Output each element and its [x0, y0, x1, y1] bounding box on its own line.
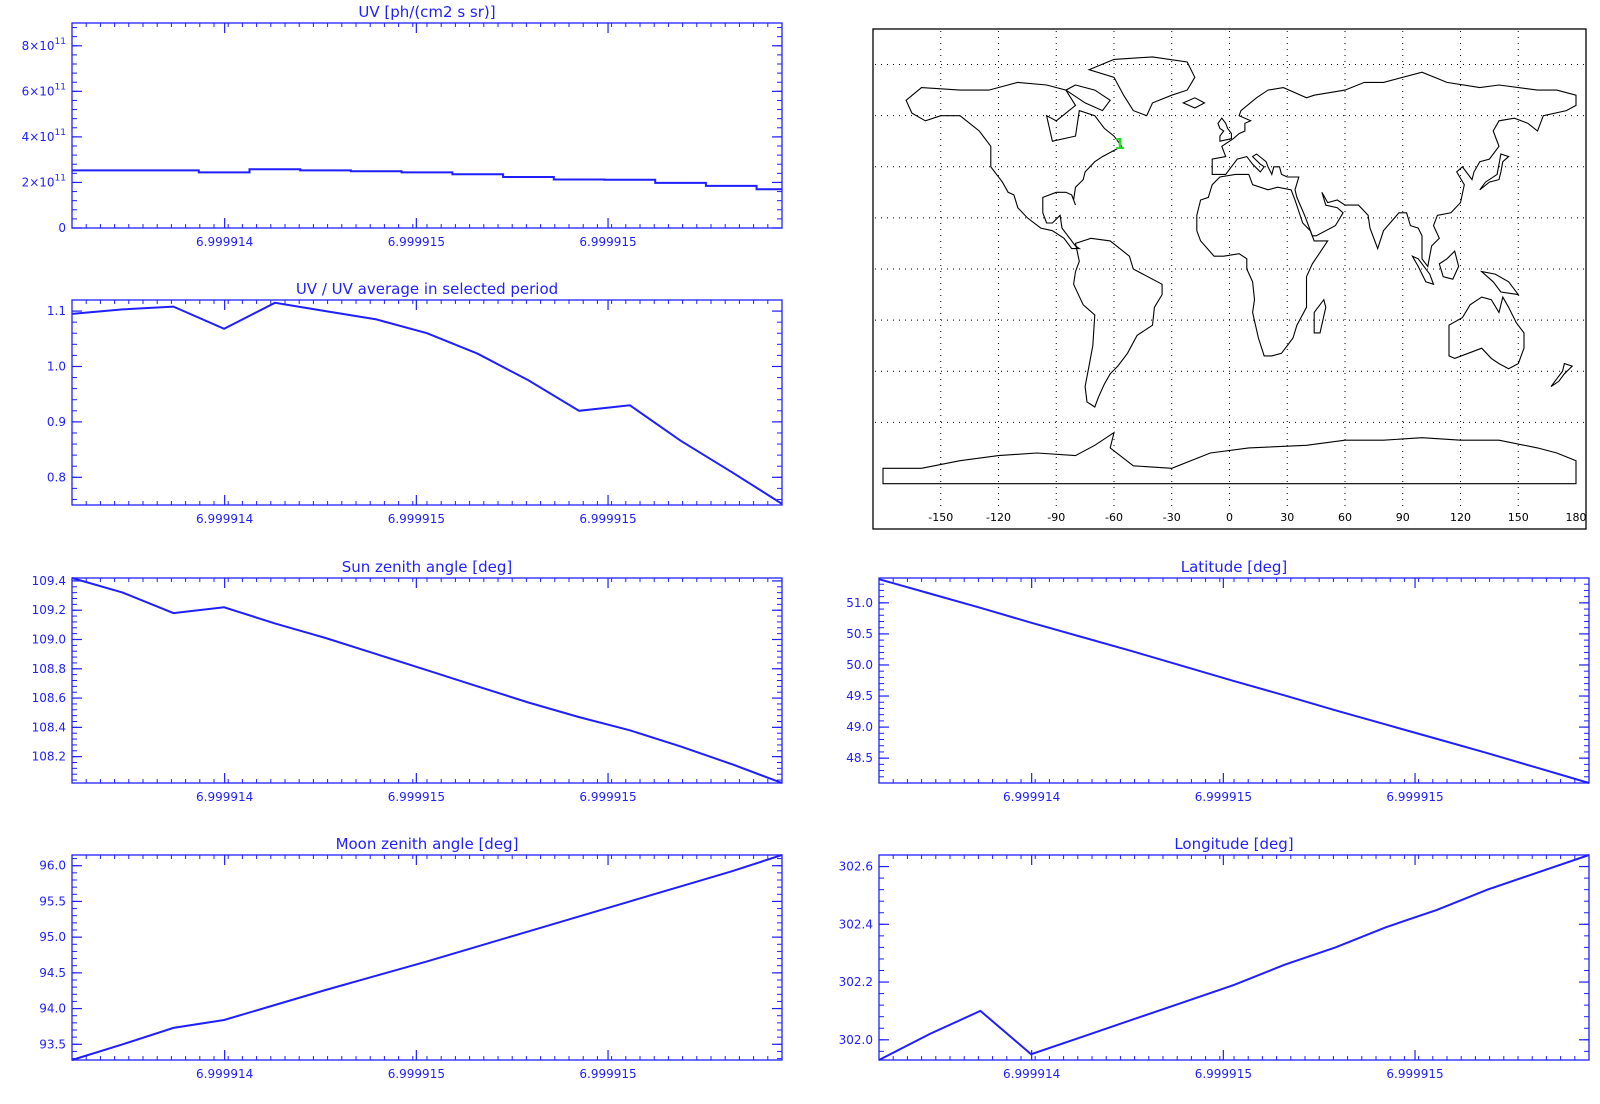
y-tick-label: 109.2: [32, 603, 66, 617]
x-tick-label: 6.999914: [1003, 790, 1060, 804]
y-tick-label: 302.4: [839, 917, 873, 931]
x-tick-label: 6.999915: [388, 1067, 445, 1081]
y-tick-label: 95.5: [39, 894, 66, 908]
series-line-moon-zenith: [72, 855, 782, 1060]
chart-panel-latitude: Latitude [deg] 6.999914 6.999915 6.999915 48…: [846, 558, 1589, 804]
y-tick-label: 94.5: [39, 966, 66, 980]
x-tick-label: 6.999914: [196, 512, 253, 526]
map-lon-tick-label: -60: [1105, 511, 1123, 524]
x-tick-label: 6.999915: [388, 235, 445, 249]
x-tick-label: 6.999915: [1386, 1067, 1443, 1081]
x-tick-label: 6.999915: [1386, 790, 1443, 804]
plot-frame: [72, 578, 782, 783]
y-tick-label: 1.0: [47, 359, 66, 373]
plot-frame: [879, 855, 1589, 1060]
y-tick-label: 108.4: [32, 720, 66, 734]
y-tick-label: 108.6: [32, 691, 66, 705]
y-tick-label: 48.5: [846, 751, 873, 765]
plot-frame: [72, 300, 782, 505]
chart-title: UV [ph/(cm2 s sr)]: [358, 3, 495, 21]
y-tick-label: 302.6: [839, 860, 873, 874]
x-tick-label: 6.999914: [196, 790, 253, 804]
x-tick-label: 6.999915: [1195, 1067, 1252, 1081]
chart-panel-sun-zenith: Sun zenith angle [deg] 6.999914 6.999915 6.…: [32, 558, 782, 804]
map-location-marker: 1: [1115, 135, 1125, 153]
y-tick-label: 0.8: [47, 470, 66, 484]
y-tick-label: 109.0: [32, 633, 66, 647]
map-lon-tick-label: -30: [1163, 511, 1181, 524]
x-tick-label: 6.999914: [1003, 1067, 1060, 1081]
chart-panel-uv-ratio: UV / UV average in selected period 6.9999…: [47, 280, 782, 526]
chart-title: Sun zenith angle [deg]: [342, 558, 513, 576]
x-tick-label: 6.999915: [579, 1067, 636, 1081]
y-tick-label: 0.9: [47, 415, 66, 429]
series-line-longitude: [879, 855, 1589, 1060]
series-line-uv: [72, 169, 782, 189]
y-tick-label: 1.1: [47, 304, 66, 318]
y-tick-label: 4×1011: [22, 128, 66, 144]
plot-frame: [72, 23, 782, 228]
chart-title: Moon zenith angle [deg]: [336, 835, 519, 853]
y-tick-label: 96.0: [39, 859, 66, 873]
x-tick-label: 6.999915: [579, 790, 636, 804]
y-tick-label: 6×1011: [22, 82, 66, 98]
map-lon-tick-label: 120: [1450, 511, 1471, 524]
x-tick-label: 6.999915: [388, 512, 445, 526]
map-lon-tick-label: 0: [1226, 511, 1233, 524]
y-tick-label: 49.0: [846, 720, 873, 734]
map-lon-tick-label: 60: [1338, 511, 1352, 524]
chart-panel-moon-zenith: Moon zenith angle [deg] 6.999914 6.999915 6…: [39, 835, 782, 1081]
y-tick-label: 51.0: [846, 596, 873, 610]
y-tick-label: 95.0: [39, 930, 66, 944]
y-tick-label: 93.5: [39, 1037, 66, 1051]
y-tick-label: 302.2: [839, 975, 873, 989]
x-tick-label: 6.999914: [196, 1067, 253, 1081]
map-lon-tick-label: -150: [928, 511, 953, 524]
map-lon-tick-label: 150: [1508, 511, 1529, 524]
chart-panel-longitude: Longitude [deg] 6.999914 6.999915 6.999915 3…: [839, 835, 1589, 1081]
x-tick-label: 6.999915: [1195, 790, 1252, 804]
x-tick-label: 6.999915: [579, 235, 636, 249]
y-tick-label: 8×1011: [22, 37, 66, 53]
map-lon-tick-label: -90: [1047, 511, 1065, 524]
map-lon-tick-label: 90: [1396, 511, 1410, 524]
y-tick-label: 302.0: [839, 1033, 873, 1047]
chart-title: UV / UV average in selected period: [296, 280, 558, 298]
y-tick-label: 50.5: [846, 627, 873, 641]
x-tick-label: 6.999915: [388, 790, 445, 804]
map-lon-tick-label: -120: [986, 511, 1011, 524]
series-line-uv-ratio: [72, 303, 782, 504]
x-tick-label: 6.999914: [196, 235, 253, 249]
world-map: -150 -120 -90 -60 -30 0 30 60 90 120 150 180 1: [873, 29, 1587, 529]
map-lon-tick-label: 180: [1566, 511, 1587, 524]
x-tick-label: 6.999915: [579, 512, 636, 526]
chart-panel-uv: UV [ph/(cm2 s sr)] 6.999914 6.999915 6.9999…: [22, 3, 783, 249]
y-tick-label: 2×1011: [22, 173, 66, 189]
y-tick-label: 109.4: [32, 574, 66, 588]
y-tick-label: 108.8: [32, 662, 66, 676]
map-lon-tick-label: 30: [1280, 511, 1294, 524]
y-tick-label: 108.2: [32, 750, 66, 764]
chart-title: Latitude [deg]: [1181, 558, 1287, 576]
chart-title: Longitude [deg]: [1174, 835, 1293, 853]
y-tick-label: 50.0: [846, 658, 873, 672]
series-line-sun-zenith: [72, 578, 782, 783]
y-tick-label: 0: [58, 221, 66, 235]
plot-frame: [72, 855, 782, 1060]
y-tick-label: 94.0: [39, 1002, 66, 1016]
y-tick-label: 49.5: [846, 689, 873, 703]
